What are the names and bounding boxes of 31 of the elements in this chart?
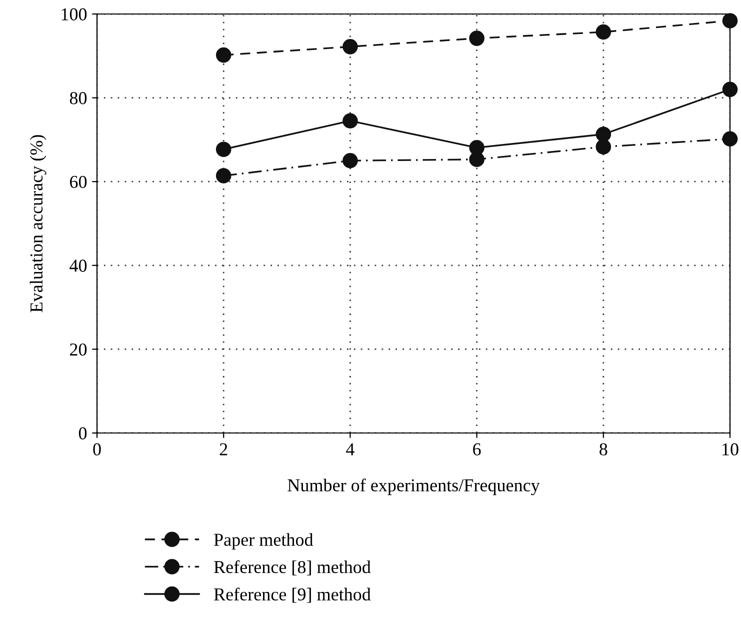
y-tick-label: 40 <box>70 260 87 272</box>
y-tick-label: 100 <box>62 8 87 20</box>
point <box>596 126 612 142</box>
y-tick-label: 0 <box>78 427 87 440</box>
x-tick-label: 6 <box>473 443 481 456</box>
point <box>722 131 738 146</box>
point <box>469 140 484 156</box>
point <box>216 47 232 63</box>
point <box>469 30 484 46</box>
point <box>342 39 358 54</box>
y-tick-label: 20 <box>70 343 87 356</box>
legend-label: Reference [9] method <box>214 588 371 603</box>
x-tick-label: 0 <box>93 443 101 456</box>
x-tick-label: 2 <box>220 443 228 456</box>
x-axis-title: Number of experiments/Frequency <box>288 478 540 496</box>
y-tick-label: 80 <box>70 92 87 104</box>
legend-label: Reference [8] method <box>214 560 371 576</box>
point <box>216 168 232 184</box>
x-tick-label: 8 <box>600 443 608 456</box>
x-tick-label: 10 <box>722 443 738 456</box>
point <box>596 24 612 40</box>
point <box>722 82 738 98</box>
point <box>342 153 358 168</box>
point <box>722 13 738 28</box>
legend-label: Paper method <box>214 533 314 550</box>
point <box>216 142 232 157</box>
y-tick-label: 60 <box>70 176 87 188</box>
point <box>596 139 612 154</box>
y-axis-title: Evaluation accuracy (%) <box>30 135 46 312</box>
point <box>342 113 358 128</box>
x-tick-label: 4 <box>346 443 354 456</box>
